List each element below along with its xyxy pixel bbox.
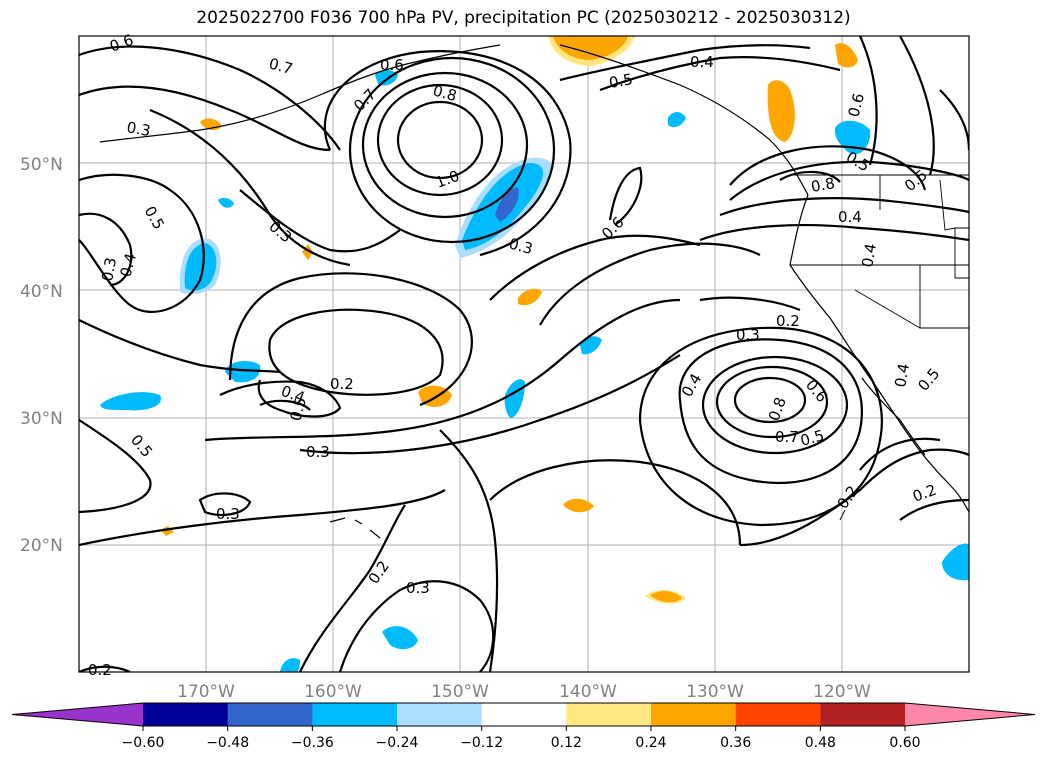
contour-label: 0.4 (891, 362, 913, 389)
map-title: 2025022700 F036 700 hPa PV, precipitatio… (196, 8, 851, 28)
contour-label: 0.6 (380, 56, 404, 74)
longitude-labels: 170°W 160°W 150°W 140°W 130°W 120°W (177, 682, 871, 702)
colorbar-tick-label: 0.12 (551, 735, 582, 751)
map-frame (78, 35, 970, 673)
contour-label: 0.3 (125, 118, 152, 140)
colorbar-tick-label: −0.36 (291, 735, 334, 751)
colorbar-tick-label: −0.12 (460, 735, 503, 751)
contour-label: 0.8 (431, 81, 459, 105)
colorbar-segment (143, 703, 229, 726)
colorbar: −0.60 −0.48 −0.36 −0.24 −0.12 0.12 0.24 0.36 0.4… (11, 702, 1036, 751)
contour-label: 0.5 (798, 426, 826, 450)
lon-label-160w: 160°W (304, 682, 362, 702)
colorbar-tick-label: 0.24 (635, 735, 666, 751)
colorbar-extend-max (905, 703, 1035, 726)
contour-label: 0.8 (810, 174, 837, 196)
contour-label: 0.7 (267, 54, 295, 78)
colorbar-tick-label: 0.48 (805, 735, 836, 751)
colorbar-segment (735, 703, 821, 726)
contour-label: 0.5 (286, 395, 310, 423)
colorbar-tick-label: 0.60 (889, 735, 920, 751)
colorbar-segment (651, 703, 737, 726)
colorbar-tick-label: −0.24 (376, 735, 419, 751)
lon-label-140w: 140°W (559, 682, 617, 702)
contour-label: 0.3 (507, 234, 535, 258)
colorbar-segment (820, 703, 906, 726)
lat-label-40n: 40°N (20, 282, 63, 302)
lat-label-50n: 50°N (20, 155, 63, 175)
contour-label: 0.2 (776, 312, 800, 330)
contour-label: 0.4 (116, 251, 140, 279)
map-frame-background (79, 36, 969, 672)
precip-negative-shading (100, 69, 969, 672)
lon-label-120w: 120°W (813, 682, 871, 702)
lon-label-130w: 130°W (686, 682, 744, 702)
contour-label: 0.3 (736, 326, 760, 344)
contour-label: 0.7 (775, 428, 799, 446)
colorbar-segment (312, 703, 398, 726)
lon-label-150w: 150°W (431, 682, 489, 702)
contour-label: 0.4 (858, 242, 880, 269)
contour-label: 0.3 (216, 505, 240, 523)
contour-label: 0.6 (844, 91, 868, 119)
lat-label-30n: 30°N (20, 409, 63, 429)
colorbar-segment (566, 703, 652, 726)
contour-label: 0.2 (330, 375, 354, 393)
colorbar-segment (397, 703, 483, 726)
colorbar-tick-label: 0.36 (720, 735, 751, 751)
contour-label: 0.3 (406, 579, 430, 597)
contour-label: 0.4 (838, 208, 862, 226)
lon-label-170w: 170°W (177, 682, 235, 702)
lat-label-20n: 20°N (20, 536, 63, 556)
latitude-labels: 50°N 40°N 30°N 20°N (20, 155, 63, 556)
colorbar-segment (227, 703, 313, 726)
colorbar-extend-min (12, 703, 143, 726)
colorbar-segment (481, 703, 567, 726)
contour-label: 0.3 (306, 443, 330, 461)
contour-label: 0.4 (690, 53, 714, 71)
contour-label: 0.3 (98, 256, 120, 283)
colorbar-tick-label: −0.60 (122, 735, 165, 751)
colorbar-tick-label: −0.48 (206, 735, 249, 751)
contour-label: 0.5 (608, 70, 635, 92)
pv-contours (79, 36, 969, 672)
contour-label: 0.2 (88, 661, 112, 679)
